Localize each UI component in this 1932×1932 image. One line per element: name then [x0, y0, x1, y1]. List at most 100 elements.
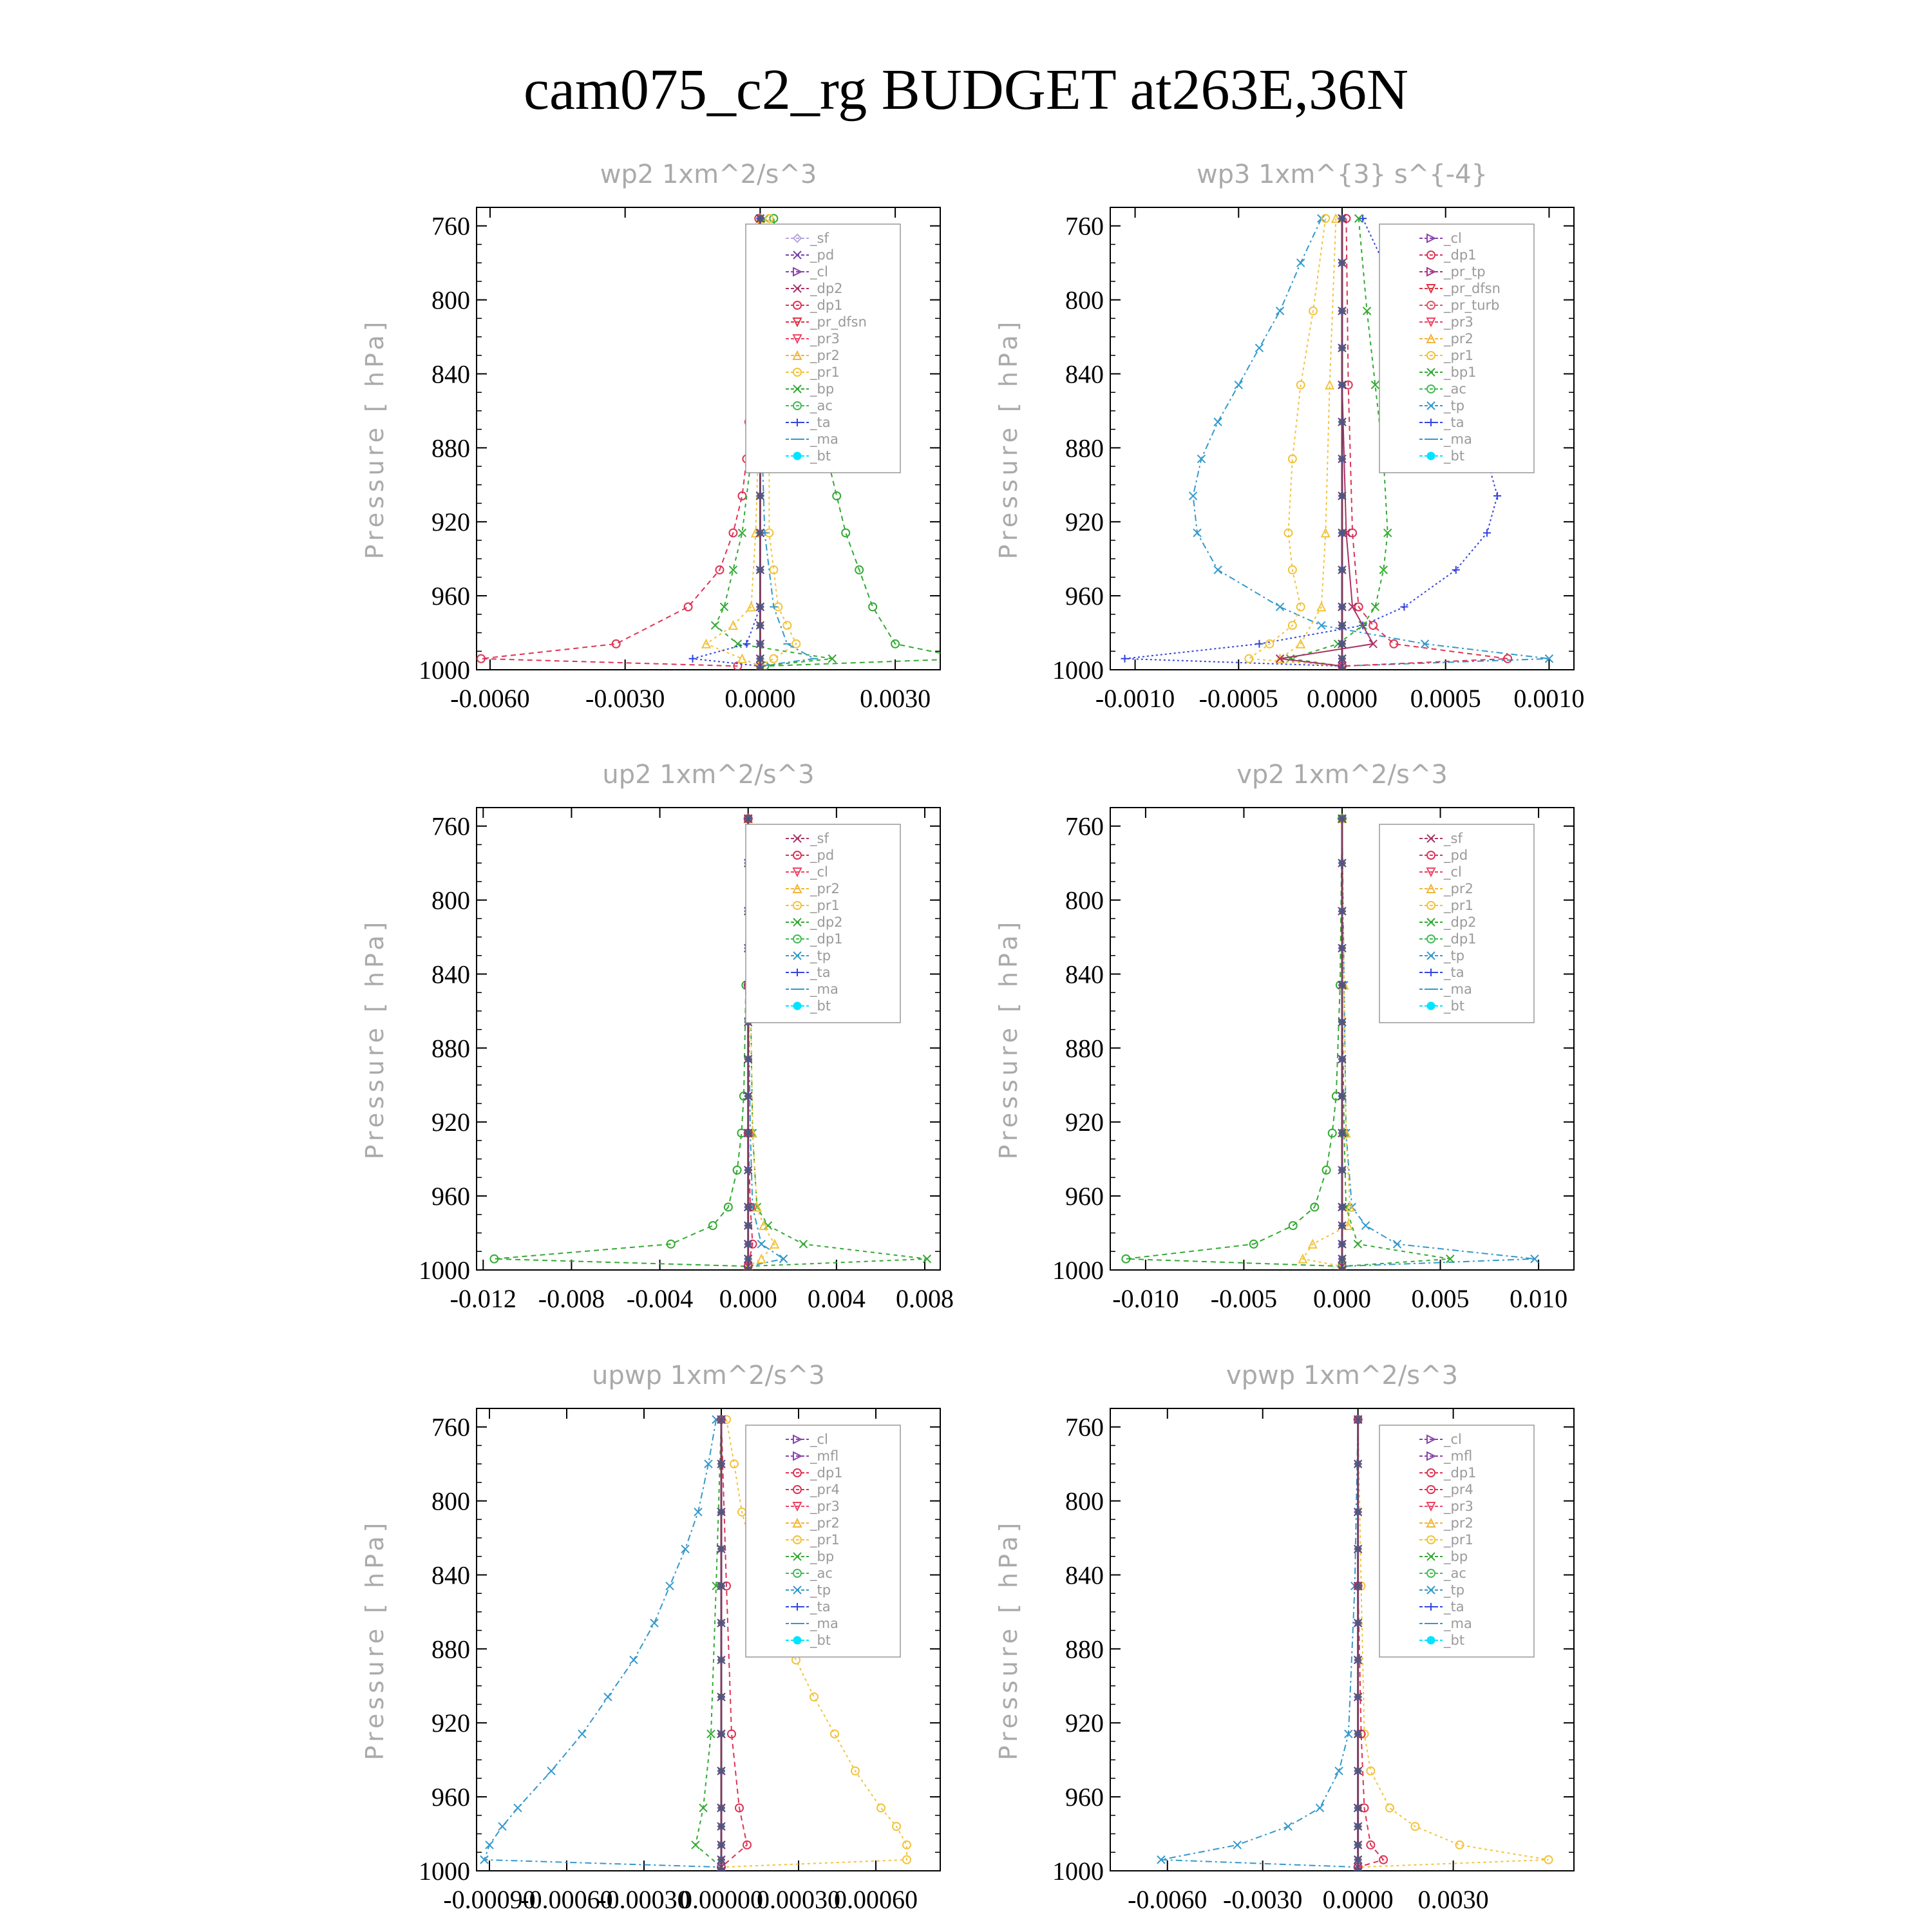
series-point [733, 661, 743, 670]
series-point [1343, 1220, 1353, 1231]
column-marker [757, 622, 764, 629]
chart-wp2: wp2 1xm^2/s^3 Pressure [ hPa] 760 800 840 880… [361, 160, 941, 713]
series-point [799, 1240, 808, 1249]
legend-marker [1426, 1586, 1435, 1595]
column-marker [1339, 1204, 1345, 1211]
legend-marker [793, 1468, 802, 1477]
legend-label: _tp [1443, 948, 1464, 964]
series-point [650, 1618, 659, 1627]
series-point [828, 654, 837, 663]
series-point [810, 1692, 819, 1702]
legend-marker [793, 1485, 802, 1494]
legend-marker [793, 1001, 802, 1010]
legend-label: _ma [810, 1616, 838, 1632]
column-marker [1339, 1056, 1345, 1063]
legend-marker [793, 284, 802, 293]
series-point [1383, 528, 1392, 538]
legend-label: _cl [1443, 231, 1462, 247]
series-point [1320, 527, 1331, 538]
series-point [1275, 602, 1285, 612]
series-point [1455, 1840, 1464, 1850]
series-point [1370, 381, 1380, 390]
y-tick-label: 960 [431, 582, 470, 611]
series-point [1370, 602, 1380, 612]
series-point [891, 639, 900, 649]
y-tick-label: 800 [431, 886, 470, 915]
y-tick-label: 960 [1065, 582, 1104, 611]
series-line-_dp1 [721, 1419, 748, 1868]
column-marker [718, 1856, 724, 1863]
column-marker [744, 1166, 752, 1173]
series-point [666, 1239, 676, 1249]
legend-marker [1426, 918, 1435, 927]
legend-marker [793, 401, 802, 410]
legend-marker [1426, 351, 1435, 360]
column-marker [1339, 907, 1345, 914]
series-point [1296, 638, 1306, 649]
legend-marker [1426, 834, 1435, 843]
column-marker [718, 1546, 724, 1553]
column-marker [757, 655, 764, 662]
legend-marker [793, 1552, 802, 1561]
series-point [1288, 1221, 1298, 1231]
series-point [1287, 565, 1297, 574]
series-line-_tp [483, 1419, 722, 1868]
series-point [728, 620, 739, 630]
series-point [1193, 528, 1202, 538]
y-tick-label: 760 [1065, 812, 1104, 841]
legend-marker [793, 384, 802, 393]
legend-marker [1426, 301, 1435, 310]
column-marker [1339, 566, 1345, 573]
legend-label: _sf [810, 831, 829, 847]
y-tick-label: 960 [1065, 1783, 1104, 1812]
legend-marker [793, 1451, 803, 1461]
legend-label: _bp [810, 1549, 834, 1565]
plot-frame [476, 807, 941, 1271]
series-point [1315, 1803, 1325, 1813]
legend-marker [793, 419, 801, 426]
series-point [1362, 307, 1372, 316]
column-marker [718, 1694, 724, 1701]
series-point [480, 1855, 489, 1864]
column-marker [1354, 1823, 1361, 1830]
series-point [706, 1729, 715, 1739]
column-marker [718, 1508, 724, 1515]
y-tick-label: 880 [431, 1634, 470, 1663]
plot-frame [476, 1408, 941, 1871]
legend-marker [1426, 901, 1435, 910]
series-point [1366, 1840, 1376, 1850]
y-tick-label: 800 [431, 286, 470, 315]
column-marker [1339, 260, 1345, 267]
legend-label: _ma [810, 431, 838, 448]
column-marker [1339, 419, 1345, 426]
x-tick-label: 0.005 [1412, 1284, 1470, 1313]
legend-marker [792, 334, 802, 345]
legend-label: _sf [810, 231, 829, 247]
series-point [513, 1803, 522, 1813]
y-tick-label: 760 [1065, 212, 1104, 241]
series-group [1121, 813, 1539, 1270]
series-point [769, 654, 779, 663]
series-point [743, 639, 751, 648]
legend-label: _tp [1443, 398, 1464, 414]
column-marker [1339, 945, 1345, 952]
column-marker [1339, 815, 1345, 822]
legend-label: _pr1 [1443, 348, 1473, 364]
y-tick-label: 840 [431, 1560, 470, 1589]
column-marker [1354, 1841, 1361, 1848]
legend-marker [1426, 401, 1435, 410]
panel-title: vp2 1xm^2/s^3 [1236, 760, 1448, 790]
column-marker [1339, 622, 1345, 629]
y-tick-label: 880 [431, 433, 470, 462]
y-tick-label: 920 [431, 507, 470, 536]
legend-marker [793, 918, 802, 927]
series-point [851, 1766, 860, 1776]
x-tick-label: 0.000 [1313, 1284, 1371, 1313]
legend-label: _pr3 [1443, 314, 1473, 330]
series-point [1420, 639, 1430, 649]
series-point [727, 1729, 736, 1739]
series-point [728, 528, 738, 538]
legend-label: _mfl [810, 1448, 838, 1464]
y-axis-label: Pressure [ hPa] [361, 318, 389, 560]
